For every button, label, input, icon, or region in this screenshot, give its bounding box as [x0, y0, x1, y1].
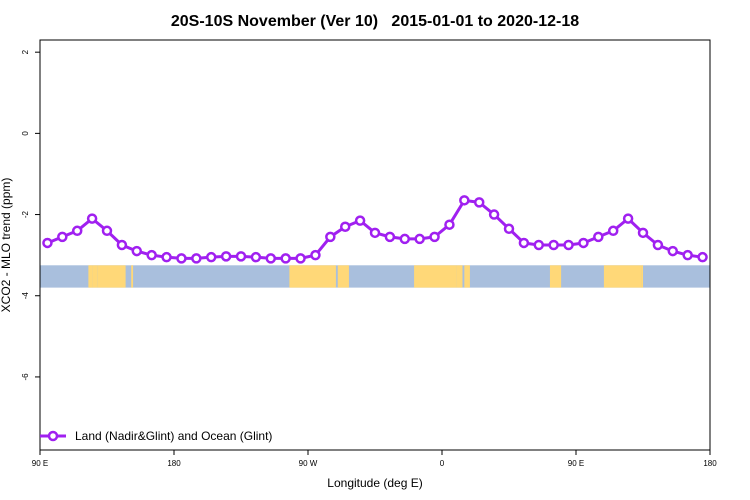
- land-segment: [337, 265, 349, 288]
- land-segment: [464, 265, 470, 288]
- data-point: [161, 251, 172, 263]
- data-point: [459, 195, 470, 206]
- data-point: [295, 253, 306, 264]
- x-tick-label: 90 E: [568, 459, 584, 468]
- data-point: [637, 227, 649, 239]
- data-point: [533, 239, 545, 251]
- land-segment: [88, 265, 93, 288]
- data-point: [101, 225, 113, 237]
- x-tick-label: 90 W: [299, 459, 318, 468]
- x-tick-label: 90 E: [32, 459, 48, 468]
- data-point: [697, 251, 708, 263]
- y-tick-label: -6: [21, 373, 30, 381]
- legend-point-marker: [47, 430, 59, 442]
- y-axis-label: XCO2 - MLO trend (ppm): [0, 178, 13, 313]
- land-segment: [289, 265, 336, 288]
- data-point: [131, 245, 143, 257]
- land-segment: [414, 265, 457, 288]
- data-point: [191, 253, 202, 264]
- data-point: [339, 221, 351, 232]
- data-point: [682, 249, 693, 261]
- y-axis: 2 0 -2 -4 -6: [21, 49, 40, 380]
- data-point: [473, 197, 485, 208]
- data-point: [384, 231, 396, 243]
- data-point: [548, 239, 559, 251]
- data-point: [622, 213, 634, 224]
- data-point: [399, 233, 411, 245]
- land-segment: [131, 265, 134, 288]
- y-tick-label: 0: [21, 131, 30, 136]
- data-point: [607, 225, 619, 237]
- data-point: [429, 231, 440, 243]
- data-point: [265, 253, 277, 264]
- data-point: [563, 239, 574, 251]
- legend: Land (Nadir&Glint) and Ocean (Glint): [40, 429, 272, 443]
- data-point: [176, 253, 187, 264]
- y-tick-label: -4: [21, 292, 30, 300]
- y-tick-label: 2: [21, 49, 30, 54]
- land-segment: [97, 265, 126, 288]
- series-layer: [42, 195, 708, 264]
- legend-entry-label: Land (Nadir&Glint) and Ocean (Glint): [75, 429, 272, 443]
- data-point: [205, 251, 217, 263]
- x-axis: 90 E 180 90 W 0 90 E 180: [32, 450, 717, 468]
- data-point: [593, 231, 604, 243]
- data-point: [42, 237, 53, 249]
- data-point: [310, 249, 321, 261]
- data-point: [518, 237, 530, 249]
- data-point: [578, 237, 589, 249]
- data-point: [667, 245, 679, 257]
- data-point: [280, 253, 291, 264]
- data-point: [235, 251, 247, 262]
- data-point: [444, 219, 455, 230]
- data-point: [116, 239, 128, 251]
- data-point: [414, 233, 425, 245]
- data-point: [354, 215, 366, 226]
- ocean-band: [40, 265, 710, 288]
- data-point: [369, 227, 381, 239]
- y-tick-label: -2: [21, 210, 30, 218]
- data-point: [250, 251, 262, 263]
- land-segment: [603, 265, 642, 288]
- data-point: [325, 231, 336, 243]
- data-point: [71, 225, 83, 237]
- plot-frame: [39, 39, 711, 451]
- land-segment: [456, 265, 463, 288]
- x-tick-label: 0: [440, 459, 445, 468]
- land-ocean-band: [40, 265, 710, 288]
- data-point: [86, 213, 98, 224]
- data-point: [57, 231, 68, 243]
- data-point: [652, 239, 664, 251]
- land-segment: [92, 265, 98, 288]
- data-point: [503, 223, 515, 235]
- data-point: [146, 249, 157, 261]
- x-tick-label: 180: [703, 459, 717, 468]
- data-point: [488, 209, 500, 220]
- land-segment: [549, 265, 562, 288]
- land-segment: [641, 265, 643, 288]
- x-axis-label: Longitude (deg E): [327, 476, 422, 490]
- x-tick-label: 180: [167, 459, 181, 468]
- data-point: [220, 251, 232, 262]
- chart-title: 20S-10S November (Ver 10) 2015-01-01 to …: [171, 13, 579, 30]
